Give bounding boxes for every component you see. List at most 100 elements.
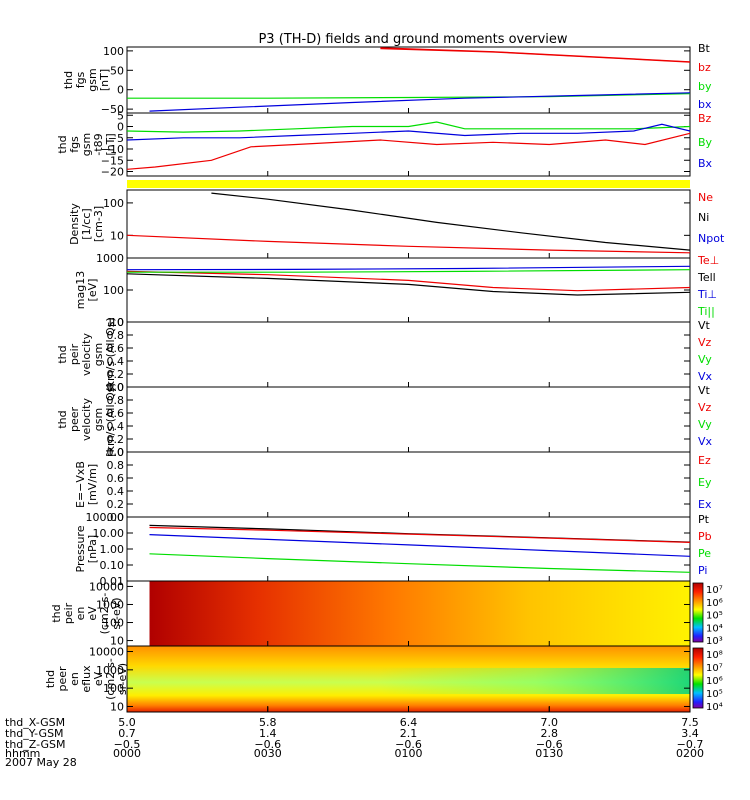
y-tick-label: 10 — [110, 316, 124, 329]
y-tick-label: 0.10 — [100, 559, 125, 572]
y-tick-label: 0.0 — [107, 511, 125, 524]
y-tick-label: 100 — [103, 617, 124, 630]
y-tick-label: 100.00 — [86, 511, 125, 524]
colorbar-peer_spectrogram: 10⁸ 10⁷ 10⁶ 10⁵ 10⁴ — [692, 647, 723, 713]
y-axis-label: [nT] — [98, 69, 111, 91]
y-tick-label: 0 — [117, 84, 124, 97]
series-Bx-line — [126, 123, 691, 141]
colorbar — [692, 582, 704, 643]
y-axis-label: [eV] — [86, 279, 99, 302]
y-axis-label: peer — [68, 407, 81, 433]
y-axis-label: peer — [56, 666, 69, 692]
colorbar-tick: 10³ — [706, 636, 723, 647]
legend-entry: Pi — [698, 564, 707, 577]
colorbar — [692, 647, 704, 709]
legend-entry: Bz — [698, 112, 712, 125]
y-axis-label: sr-eV) — [116, 663, 129, 695]
series-bx-line — [149, 92, 691, 112]
legend-entry: Vy — [698, 418, 712, 431]
y-axis-label: thd — [56, 345, 69, 363]
y-axis-label: E=−VxB — [74, 461, 87, 508]
y-axis-label: Density — [68, 203, 81, 245]
legend-entry: Vz — [698, 336, 712, 349]
colorbar-tick: 10⁶ — [706, 676, 723, 687]
y-axis-label: Pressure — [74, 525, 87, 572]
y-tick-label: 0.0 — [107, 446, 125, 459]
y-tick-label: 10.00 — [93, 527, 125, 540]
y-axis-label: thd — [56, 135, 69, 153]
y-axis-label: gsm — [86, 68, 99, 91]
legend-entry: Ex — [698, 498, 712, 511]
panel-peer_spectrogram: 10⁸ 10⁷ 10⁶ 10⁵ 10⁴ 10000 1000 100 10 thd peer en ef… — [44, 645, 723, 713]
x-tick-label: 1.4 — [259, 727, 277, 740]
colorbar-tick: 10⁴ — [706, 623, 723, 634]
y-tick-label: 0.2 — [107, 368, 125, 381]
y-axis-label: -t89 — [92, 133, 105, 155]
y-axis-label: [nT] — [104, 133, 117, 155]
legend-entry: Pt — [698, 513, 710, 526]
x-tick-label: −0.7 — [677, 738, 704, 751]
legend-entry: Tell — [697, 271, 716, 284]
y-axis-label: mag13 — [74, 271, 87, 309]
y-tick-label: 1000 — [96, 664, 124, 677]
legend-entry: bz — [698, 61, 711, 74]
colorbar-tick: 10⁶ — [706, 598, 723, 609]
y-axis-label: (cm2-s- — [98, 593, 111, 635]
y-tick-label: 1.0 — [107, 316, 125, 329]
y-tick-label: 0.4 — [107, 420, 125, 433]
x-tick-label: 3.4 — [681, 727, 699, 740]
panel-frame — [126, 451, 691, 518]
y-axis-label: fgs — [74, 71, 87, 88]
y-axis-label: [km/s (All Qs) — [104, 382, 117, 456]
y-axis-label: velocity — [80, 333, 93, 376]
series-Pe-line — [149, 553, 691, 573]
x-tick-label: 5.8 — [259, 716, 277, 729]
x-tick-label: −0.6 — [395, 738, 422, 751]
x-tick-label: 7.5 — [681, 716, 699, 729]
legend-entry: Vy — [698, 353, 712, 366]
y-tick-label: −10 — [101, 143, 124, 156]
y-axis-label: thd — [62, 71, 75, 89]
x-tick-label: 2.8 — [541, 727, 559, 740]
x-axis-labels: thd_X-GSMthd_Y-GSMthd_Z-GSMhhmm5.00.7−0.… — [5, 706, 704, 760]
quality-flag-bar — [127, 180, 690, 188]
y-tick-label: 1.0 — [107, 446, 125, 459]
panel-fgs_dsl: 50−5−10−15−20 thd fgs gsm -t89 [nT] Bz By Bx — [56, 109, 713, 178]
y-tick-label: 0.6 — [107, 472, 125, 485]
panel-density: 100 10 Density [1/cc] [cm-3] Ne Ni Npot — [68, 189, 725, 259]
legend-entry: Vt — [698, 319, 711, 332]
legend-entry: Ti|| — [697, 305, 715, 318]
legend-entry: Pb — [698, 530, 712, 543]
plot-title: P3 (TH-D) fields and ground moments over… — [258, 32, 567, 47]
x-tick-label: −0.6 — [254, 738, 281, 751]
panel-fgs_mag: 100 50 0 −50 thd fgs gsm [nT] Bt bz by bx — [62, 42, 712, 116]
y-tick-label: 0.01 — [100, 575, 125, 588]
legend-entry: Vx — [698, 370, 713, 383]
legend-entry: Ne — [698, 191, 713, 204]
y-axis-label: peir — [62, 602, 75, 624]
x-tick-label: 2.1 — [400, 727, 418, 740]
legend-entry: Vz — [698, 401, 712, 414]
x-row-label: thd_X-GSM — [5, 716, 65, 729]
y-axis-label: gsm — [92, 408, 105, 431]
y-tick-label: −5 — [108, 132, 124, 145]
series-Ti⊥-line — [126, 265, 691, 271]
y-tick-label: −50 — [101, 103, 124, 116]
panel-frame — [126, 112, 691, 177]
y-tick-label: 0.0 — [107, 381, 125, 394]
y-axis-label: fgs — [68, 136, 81, 153]
y-tick-label: 10 — [110, 635, 124, 648]
y-axis-label: eV — [86, 606, 99, 621]
y-tick-label: 1.0 — [107, 381, 125, 394]
y-tick-label: 0.4 — [107, 355, 125, 368]
legend-entry: by — [698, 80, 712, 93]
y-axis-label: gsm — [80, 133, 93, 156]
series-Ti||-line — [127, 269, 691, 273]
y-axis-label: (km/s (All Qs) — [104, 317, 117, 391]
legend-entry: Ey — [698, 476, 712, 489]
legend-entry: Ez — [698, 454, 711, 467]
y-tick-label: 10 — [110, 229, 124, 242]
